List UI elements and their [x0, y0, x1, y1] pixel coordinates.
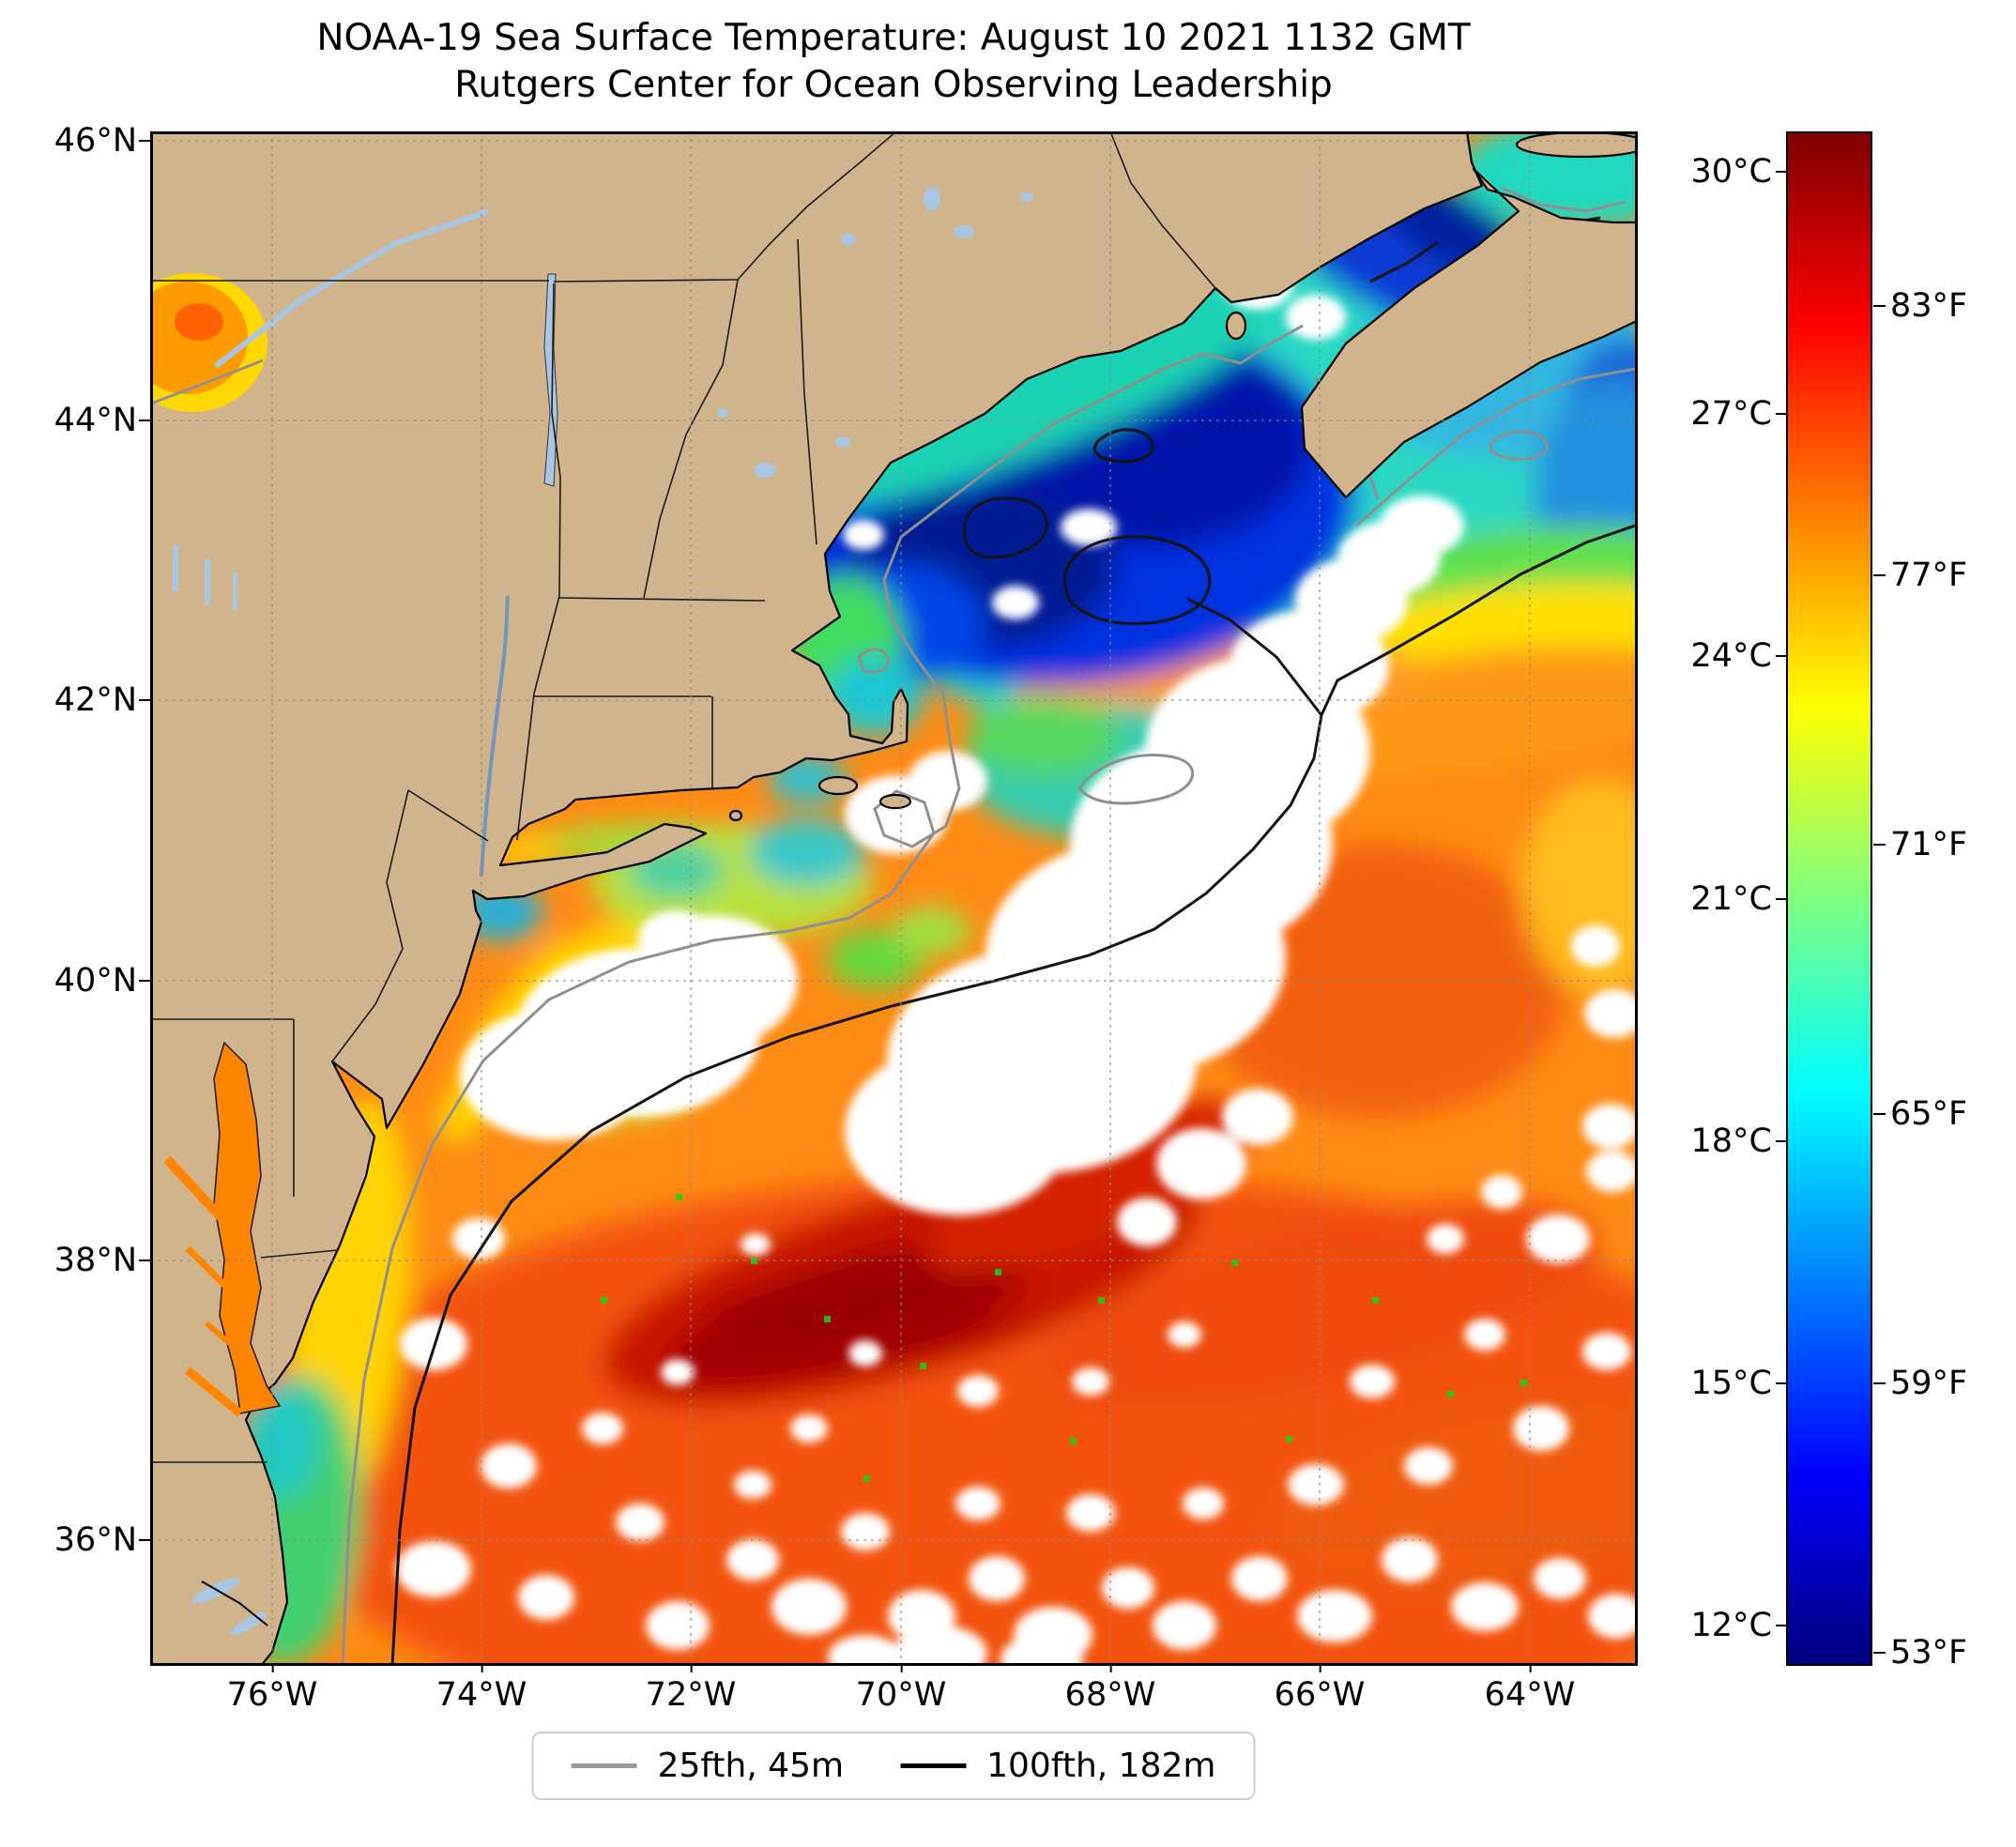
lon-tick-74w: 74°W [435, 1664, 527, 1714]
lon-tick-68w: 68°W [1064, 1664, 1156, 1714]
nova-scotia [1300, 167, 1638, 499]
legend-line-black [900, 1763, 967, 1768]
colorbar-tick-18c: 18°C [1558, 1119, 1788, 1164]
lat-tick-38n: 38°N [0, 1238, 150, 1283]
colorbar-tick-65f: 65°F [1873, 1091, 2012, 1137]
mainland-coastline [150, 131, 1484, 1666]
lake-ontario-sst [150, 273, 267, 412]
map-plot [150, 131, 1638, 1666]
lakes-layer [150, 187, 1033, 1636]
legend-label-25fth: 25fth, 45m [657, 1747, 845, 1785]
legend-item-25fth: 25fth, 45m [571, 1747, 845, 1785]
colorbar-tick-53f: 53°F [1873, 1630, 2012, 1675]
map-frame [150, 131, 1638, 1666]
colorbar-tick-77f: 77°F [1873, 553, 2012, 598]
chesapeake-bay-water [163, 1041, 282, 1417]
outer-banks-line [201, 1580, 268, 1626]
state-borders [150, 131, 1216, 1463]
nantucket-island [878, 793, 912, 810]
hudson-river [480, 595, 510, 877]
figure-title: NOAA-19 Sea Surface Temperature: August … [316, 17, 1471, 59]
colorbar-tick-59f: 59°F [1873, 1361, 2012, 1406]
sst-colorbar [1786, 131, 1872, 1666]
land-layer [150, 131, 1638, 1666]
lat-tick-46n: 46°N [0, 118, 150, 163]
colorbar-tick-12c: 12°C [1558, 1603, 1788, 1648]
lon-tick-70w: 70°W [855, 1664, 947, 1714]
lat-tick-44n: 44°N [0, 398, 150, 443]
lon-tick-76w: 76°W [226, 1664, 318, 1714]
st-lawrence-river [214, 208, 489, 369]
cloud-layer [396, 218, 1638, 1666]
grand-manan-island [1225, 311, 1247, 341]
lat-tick-36n: 36°N [0, 1518, 150, 1563]
colorbar-tick-27c: 27°C [1558, 391, 1788, 436]
lon-tick-64w: 64°W [1484, 1664, 1576, 1714]
block-island [728, 809, 743, 822]
lat-tick-42n: 42°N [0, 678, 150, 723]
legend-line-gray [571, 1763, 637, 1768]
colorbar-tick-83f: 83°F [1873, 283, 2012, 328]
colorbar-tick-24c: 24°C [1558, 633, 1788, 679]
figure-subtitle: Rutgers Center for Ocean Observing Leade… [454, 64, 1333, 106]
legend-item-100fth: 100fth, 182m [900, 1747, 1215, 1785]
lat-tick-40n: 40°N [0, 958, 150, 1003]
lon-tick-66w: 66°W [1274, 1664, 1366, 1714]
graticule [150, 131, 1638, 1666]
lon-tick-72w: 72°W [645, 1664, 737, 1714]
colorbar-tick-71f: 71°F [1873, 822, 2012, 867]
sst-map-svg [150, 131, 1638, 1666]
colorbar-tick-30c: 30°C [1558, 149, 1788, 194]
legend-label-100fth: 100fth, 182m [986, 1747, 1216, 1785]
colorbar-tick-21c: 21°C [1558, 877, 1788, 922]
sst-speckles [601, 1194, 1527, 1482]
marthas-vineyard [817, 775, 859, 796]
colorbar-tick-15c: 15°C [1558, 1361, 1788, 1406]
legend: 25fth, 45m 100fth, 182m [531, 1732, 1256, 1800]
